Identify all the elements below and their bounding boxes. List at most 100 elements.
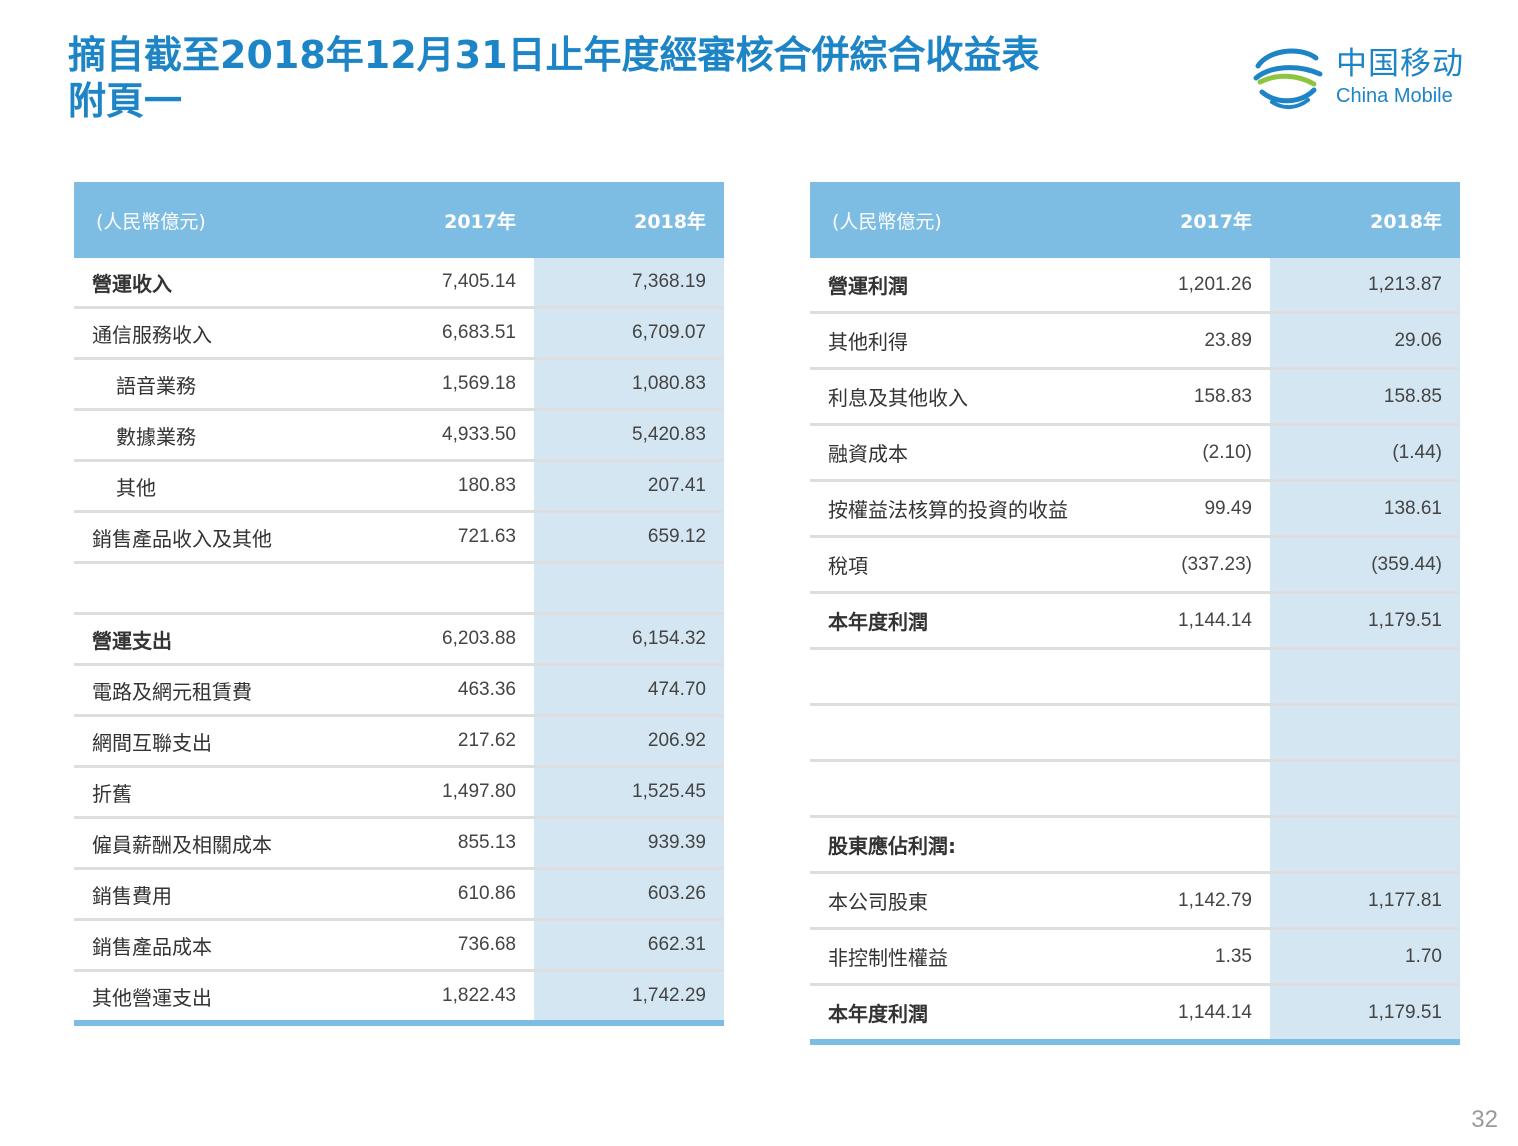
value-2017: (2.10)	[1202, 441, 1252, 463]
row-label: 銷售費用	[92, 883, 172, 908]
table-row: 股東應佔利潤:	[810, 818, 1460, 874]
value-2017: 1,822.43	[442, 985, 516, 1006]
value-2018	[1270, 650, 1460, 703]
value-2018: 603.26	[534, 870, 724, 918]
table-row: 利息及其他收入 158.83 158.85	[810, 370, 1460, 426]
page-title-line-2: 附頁一	[68, 79, 183, 123]
table-row: 折舊 1,497.80 1,525.45	[74, 768, 724, 819]
value-2018	[534, 564, 724, 612]
value-2017: 855.13	[457, 832, 516, 853]
logo-english-text: China Mobile	[1336, 85, 1453, 107]
value-2018: 207.41	[534, 462, 724, 510]
value-2018: 158.85	[1270, 370, 1460, 423]
value-2017: 217.62	[457, 730, 516, 751]
value-2017: 610.86	[457, 883, 516, 904]
table-row: 銷售產品成本 736.68 662.31	[74, 921, 724, 972]
row-label: 其他利得	[828, 330, 908, 354]
row-label: 稅項	[828, 554, 868, 578]
table-body: 營運利潤 1,201.26 1,213.87 其他利得 23.89 29.06 利息及其他收…	[810, 258, 1460, 1045]
value-2017: 158.83	[1193, 385, 1252, 407]
row-label: 語音業務	[116, 373, 196, 398]
value-2018: 1,177.81	[1270, 874, 1460, 927]
value-2017	[1110, 706, 1270, 759]
table-row: 數據業務 4,933.50 5,420.83	[74, 411, 724, 462]
china-mobile-logo-icon	[1253, 48, 1323, 109]
row-label: 營運支出	[92, 628, 172, 653]
row-label: 營運收入	[92, 271, 172, 296]
value-2017: 1,142.79	[1178, 889, 1252, 911]
value-2018: 1,179.51	[1270, 594, 1460, 647]
table-row: 稅項 (337.23) (359.44)	[810, 538, 1460, 594]
header-unit: (人民幣億元)	[832, 210, 942, 233]
value-2018: 6,709.07	[534, 309, 724, 357]
value-2018: 7,368.19	[534, 258, 724, 306]
table-row: 網間互聯支出 217.62 206.92	[74, 717, 724, 768]
row-label: 電路及網元租賃費	[92, 679, 252, 704]
table-row	[74, 564, 724, 615]
table-row: 其他利得 23.89 29.06	[810, 314, 1460, 370]
table-row: 本年度利潤 1,144.14 1,179.51	[810, 986, 1460, 1045]
row-label: 其他營運支出	[92, 985, 212, 1010]
table-row: 營運支出 6,203.88 6,154.32	[74, 615, 724, 666]
value-2017	[1110, 818, 1270, 871]
row-label: 銷售產品成本	[92, 934, 212, 959]
header-2017: 2017年	[444, 210, 516, 233]
value-2017	[1110, 650, 1270, 703]
value-2018: 1,179.51	[1270, 986, 1460, 1039]
table-row: 其他營運支出 1,822.43 1,742.29	[74, 972, 724, 1026]
value-2018: 1,742.29	[534, 972, 724, 1020]
row-label: 融資成本	[828, 442, 908, 466]
row-label: 本年度利潤	[828, 1002, 928, 1026]
page-number: 32	[1471, 1106, 1498, 1133]
table-row: 非控制性權益 1.35 1.70	[810, 930, 1460, 986]
value-2017: 736.68	[457, 934, 516, 955]
value-2018	[1270, 818, 1460, 871]
value-2018: 1.70	[1270, 930, 1460, 983]
value-2017: 1.35	[1215, 945, 1252, 967]
table-row: 銷售費用 610.86 603.26	[74, 870, 724, 921]
value-2017: 1,201.26	[1178, 273, 1252, 295]
row-label	[810, 706, 1110, 759]
table-row: 本公司股東 1,142.79 1,177.81	[810, 874, 1460, 930]
row-label: 利息及其他收入	[828, 386, 968, 410]
value-2017: 1,144.14	[1178, 609, 1252, 631]
china-mobile-logo: 中国移动 China Mobile	[1252, 44, 1482, 112]
value-2017	[374, 564, 534, 612]
value-2017	[1110, 762, 1270, 815]
table-body: 營運收入 7,405.14 7,368.19 通信服務收入 6,683.51 6,709.…	[74, 258, 724, 1026]
table-row	[810, 706, 1460, 762]
row-label: 通信服務收入	[92, 322, 212, 347]
value-2018: 1,525.45	[534, 768, 724, 816]
value-2018: 659.12	[534, 513, 724, 561]
row-label: 折舊	[92, 781, 132, 806]
table-row: 營運利潤 1,201.26 1,213.87	[810, 258, 1460, 314]
table-row: 語音業務 1,569.18 1,080.83	[74, 360, 724, 411]
value-2017: 1,497.80	[442, 781, 516, 802]
row-label: 網間互聯支出	[92, 730, 212, 755]
value-2018	[1270, 706, 1460, 759]
value-2018: 1,080.83	[534, 360, 724, 408]
value-2017: 99.49	[1204, 497, 1252, 519]
value-2017: 180.83	[457, 475, 516, 496]
value-2017: 7,405.14	[442, 271, 516, 292]
table-row: 按權益法核算的投資的收益 99.49 138.61	[810, 482, 1460, 538]
value-2018: 138.61	[1270, 482, 1460, 535]
table-row: 營運收入 7,405.14 7,368.19	[74, 258, 724, 309]
value-2017: 463.36	[457, 679, 516, 700]
value-2017: 721.63	[457, 526, 516, 547]
row-label	[810, 762, 1110, 815]
table-row: 融資成本 (2.10) (1.44)	[810, 426, 1460, 482]
value-2018: 6,154.32	[534, 615, 724, 663]
header-2018: 2018年	[1370, 210, 1442, 233]
table-row: 本年度利潤 1,144.14 1,179.51	[810, 594, 1460, 650]
value-2018: (359.44)	[1270, 538, 1460, 591]
value-2018: 474.70	[534, 666, 724, 714]
row-label: 其他	[116, 475, 156, 500]
row-label: 按權益法核算的投資的收益	[828, 498, 1068, 522]
value-2018: (1.44)	[1270, 426, 1460, 479]
value-2017: 1,569.18	[442, 373, 516, 394]
row-label	[810, 650, 1110, 703]
value-2017: 23.89	[1204, 329, 1252, 351]
value-2018: 5,420.83	[534, 411, 724, 459]
header-2017: 2017年	[1180, 210, 1252, 233]
